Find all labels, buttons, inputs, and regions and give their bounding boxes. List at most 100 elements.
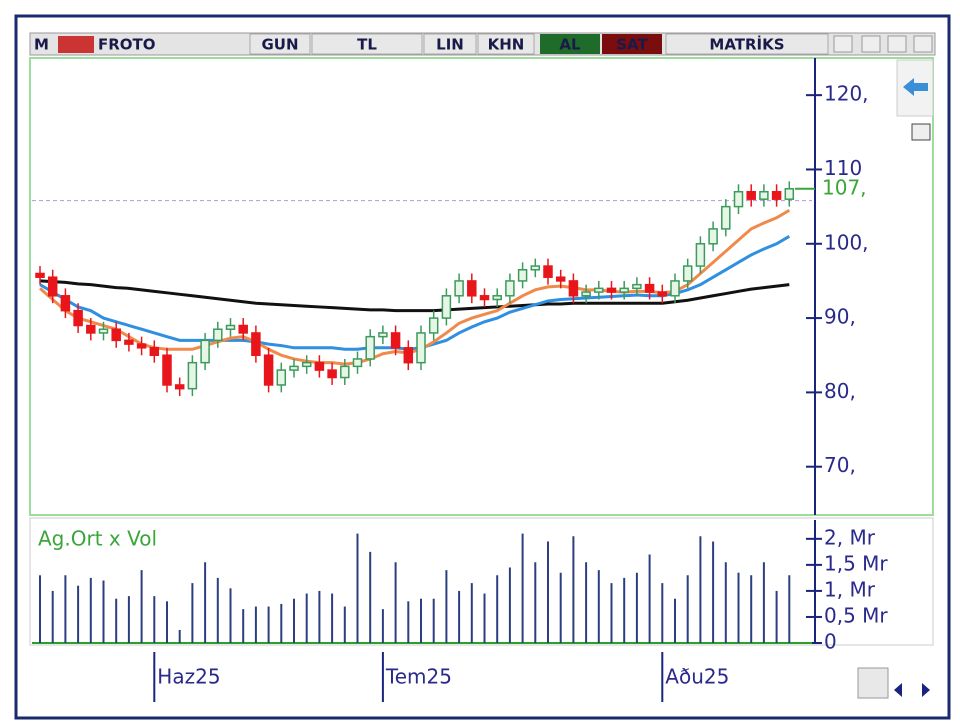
symbol-icon [58,36,94,53]
candle-body [111,328,121,342]
button-bg[interactable] [477,33,535,55]
candle-body [517,269,528,282]
symbol[interactable]: FROTO [98,36,156,54]
menu-button[interactable] [833,35,853,53]
candle-body [162,354,172,386]
arrow-icon [903,78,928,96]
candle-body [314,361,325,371]
candle-body [733,191,744,208]
candle-body [555,276,566,282]
brand: MATRİKS [709,35,784,54]
volume-tick-label: 0 [824,630,837,654]
candle-body [759,191,769,200]
candle-body [289,365,299,371]
candle-body [365,335,375,360]
candle-body [771,191,782,200]
candle-body [721,205,731,230]
volume-panel [29,517,934,646]
candle-body [60,295,71,312]
candle-body [301,361,312,368]
sell-bg[interactable] [602,34,662,54]
volume-tick-label: 2, Mr [824,525,876,549]
button[interactable]: TL [357,36,377,54]
close-button[interactable] [913,35,933,53]
moving-average [39,279,790,313]
x-tick-label: Tem25 [385,665,452,689]
candle-body [454,280,464,297]
candle-body [467,280,477,297]
refresh-button[interactable] [857,667,889,699]
candle-body [441,295,452,319]
button-bg[interactable] [249,33,311,55]
candle-body [708,228,718,245]
x-tick-label: Aðu25 [665,665,729,689]
minimize-button[interactable] [861,35,881,53]
y-tick-label: 80, [824,379,856,403]
candle-body [35,272,45,278]
candle-body [682,265,693,282]
button[interactable]: GUN [261,36,298,54]
candle-body [505,280,515,297]
candle-body [86,324,96,334]
candle-body [174,384,185,390]
volume-label: Ag.Ort x Vol [38,527,157,551]
toggle-button[interactable] [911,123,931,141]
candle-body [632,283,642,290]
candle-body [492,295,502,301]
candle-body [479,295,490,301]
candle-body [581,291,591,297]
candle-body [378,332,388,338]
candle-body [644,283,655,293]
y-tick-label: 120, [824,82,869,106]
candle-body [136,343,147,349]
candle-body [403,347,414,364]
button[interactable]: KHN [488,36,525,54]
candle-body [428,317,439,334]
candle-body [568,280,579,297]
candle-body [124,339,134,345]
volume-tick-label: 1,5 Mr [824,551,888,575]
candle-body [263,354,274,386]
maximize-button[interactable] [887,35,907,53]
last-price-bg [818,176,888,201]
candle-body [200,339,210,364]
logo: M [34,36,49,54]
y-tick-label: 110 [824,156,862,180]
candle-body [784,188,795,200]
candle-body [657,291,668,297]
price-panel [29,57,934,516]
candle-body [251,332,261,356]
candle-body [670,280,680,297]
candle-body [606,287,617,293]
brand-bg [665,33,829,55]
sell-button[interactable]: SAT [616,36,648,54]
nav-arrows[interactable] [894,683,930,697]
button[interactable]: LIN [436,36,464,54]
candle-body [327,369,337,379]
candle-body [746,191,756,200]
y-tick-label: 70, [824,453,856,477]
candle-body [276,369,287,386]
candle-body [149,347,160,356]
button-bg[interactable] [423,33,477,55]
button-bg[interactable] [311,33,423,55]
candle-body [416,332,426,364]
candle-body [530,265,541,271]
buy-bg[interactable] [540,34,600,54]
candle-body [238,324,248,334]
volume-tick-label: 1, Mr [824,577,876,601]
candle-body [340,365,350,379]
candle-body [98,328,109,334]
candle-body [543,265,553,278]
candle-body [695,243,706,267]
candle-body [225,324,236,330]
candle-body [619,287,629,293]
volume-tick-label: 0,5 Mr [824,603,888,627]
candle-body [352,358,363,368]
candle-body [73,309,83,327]
y-tick-label: 90, [824,305,856,329]
buy-button[interactable]: AL [559,36,581,54]
candle-body [390,332,401,349]
y-tick-label: 100, [824,230,869,254]
